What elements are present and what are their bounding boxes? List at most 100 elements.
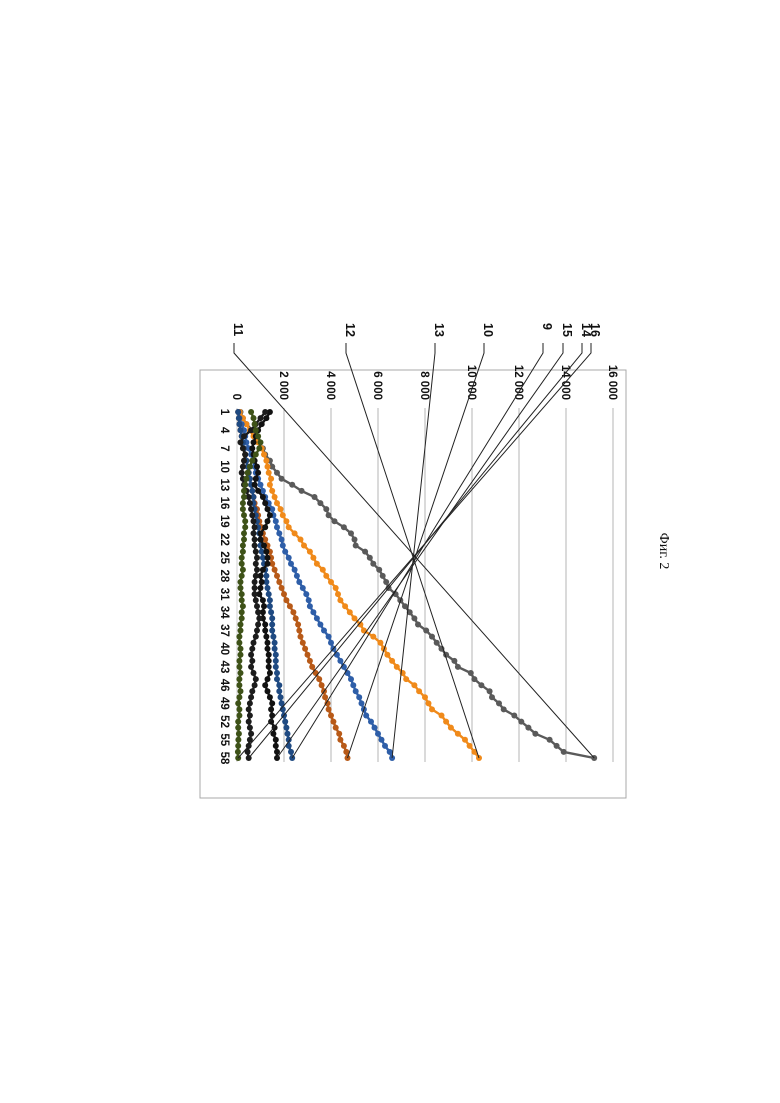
data-point <box>270 634 276 640</box>
data-point <box>260 494 266 500</box>
data-point <box>255 470 261 476</box>
data-point <box>299 488 305 494</box>
data-point <box>248 506 254 512</box>
data-point <box>292 567 298 573</box>
y-tick-label: 16 000 <box>606 365 618 400</box>
data-point <box>267 603 273 609</box>
data-point <box>274 670 280 676</box>
data-point <box>252 585 258 591</box>
data-point <box>236 634 242 640</box>
data-point <box>302 646 308 652</box>
data-point <box>266 658 272 664</box>
data-point <box>303 591 309 597</box>
data-point <box>295 622 301 628</box>
data-point <box>402 603 408 609</box>
data-point <box>240 603 246 609</box>
series-label-11: 11 <box>231 323 245 336</box>
data-point <box>235 409 241 415</box>
data-point <box>253 676 259 682</box>
data-point <box>247 725 253 731</box>
data-point <box>265 585 271 591</box>
data-point <box>328 713 334 719</box>
data-point <box>263 415 269 421</box>
data-point <box>306 597 312 603</box>
data-point <box>253 597 259 603</box>
data-point <box>239 573 245 579</box>
data-point <box>239 591 245 597</box>
data-point <box>272 646 278 652</box>
data-point <box>265 640 271 646</box>
data-point <box>348 676 354 682</box>
x-tick-label: 22 <box>218 533 230 546</box>
data-point <box>372 725 378 731</box>
data-point <box>333 725 339 731</box>
data-point <box>239 609 245 615</box>
leader-line <box>238 343 591 758</box>
data-point <box>439 713 445 719</box>
data-point <box>273 652 279 658</box>
data-point <box>248 664 254 670</box>
data-point <box>254 628 260 634</box>
data-point <box>260 567 266 573</box>
data-point <box>326 512 332 518</box>
data-point <box>252 524 258 530</box>
data-point <box>380 573 386 579</box>
data-point <box>255 488 261 494</box>
data-point <box>286 555 292 561</box>
data-point <box>301 543 307 549</box>
data-point <box>272 640 278 646</box>
data-point <box>238 628 244 634</box>
series-13 <box>235 409 395 761</box>
data-point <box>261 603 267 609</box>
data-point <box>265 676 271 682</box>
data-point <box>429 706 435 712</box>
data-point <box>496 700 502 706</box>
data-point <box>326 706 332 712</box>
data-point <box>252 579 258 585</box>
data-point <box>252 682 258 688</box>
data-point <box>307 658 313 664</box>
data-point <box>242 452 248 458</box>
data-point <box>547 737 553 743</box>
series-label-13: 13 <box>432 323 446 337</box>
data-point <box>377 640 383 646</box>
data-point <box>282 549 288 555</box>
data-point <box>296 579 302 585</box>
y-tick-label: 4 000 <box>324 371 336 400</box>
data-point <box>236 713 242 719</box>
data-point <box>296 628 302 634</box>
x-tick-label: 49 <box>218 697 230 710</box>
data-point <box>330 719 336 725</box>
data-point <box>236 640 242 646</box>
series-label-10: 10 <box>481 323 495 337</box>
data-point <box>332 518 338 524</box>
data-point <box>319 682 325 688</box>
data-point <box>239 597 245 603</box>
data-point <box>273 518 279 524</box>
data-point <box>246 719 252 725</box>
data-point <box>290 609 296 615</box>
data-point <box>240 464 246 470</box>
data-point <box>249 646 255 652</box>
data-point <box>300 585 306 591</box>
data-point <box>501 706 507 712</box>
data-point <box>238 652 244 658</box>
x-tick-label: 46 <box>218 679 230 692</box>
data-point <box>273 664 279 670</box>
data-point <box>238 688 244 694</box>
data-point <box>317 500 323 506</box>
series-label-16: 16 <box>588 323 602 337</box>
data-point <box>335 591 341 597</box>
data-point <box>312 494 318 500</box>
data-point <box>323 573 329 579</box>
data-point <box>294 573 300 579</box>
data-point <box>243 476 249 482</box>
data-point <box>261 543 267 549</box>
data-point <box>235 725 241 731</box>
data-point <box>326 634 332 640</box>
data-point <box>376 567 382 573</box>
data-point <box>455 731 461 737</box>
data-point <box>467 743 473 749</box>
data-point <box>236 664 242 670</box>
data-point <box>443 719 449 725</box>
